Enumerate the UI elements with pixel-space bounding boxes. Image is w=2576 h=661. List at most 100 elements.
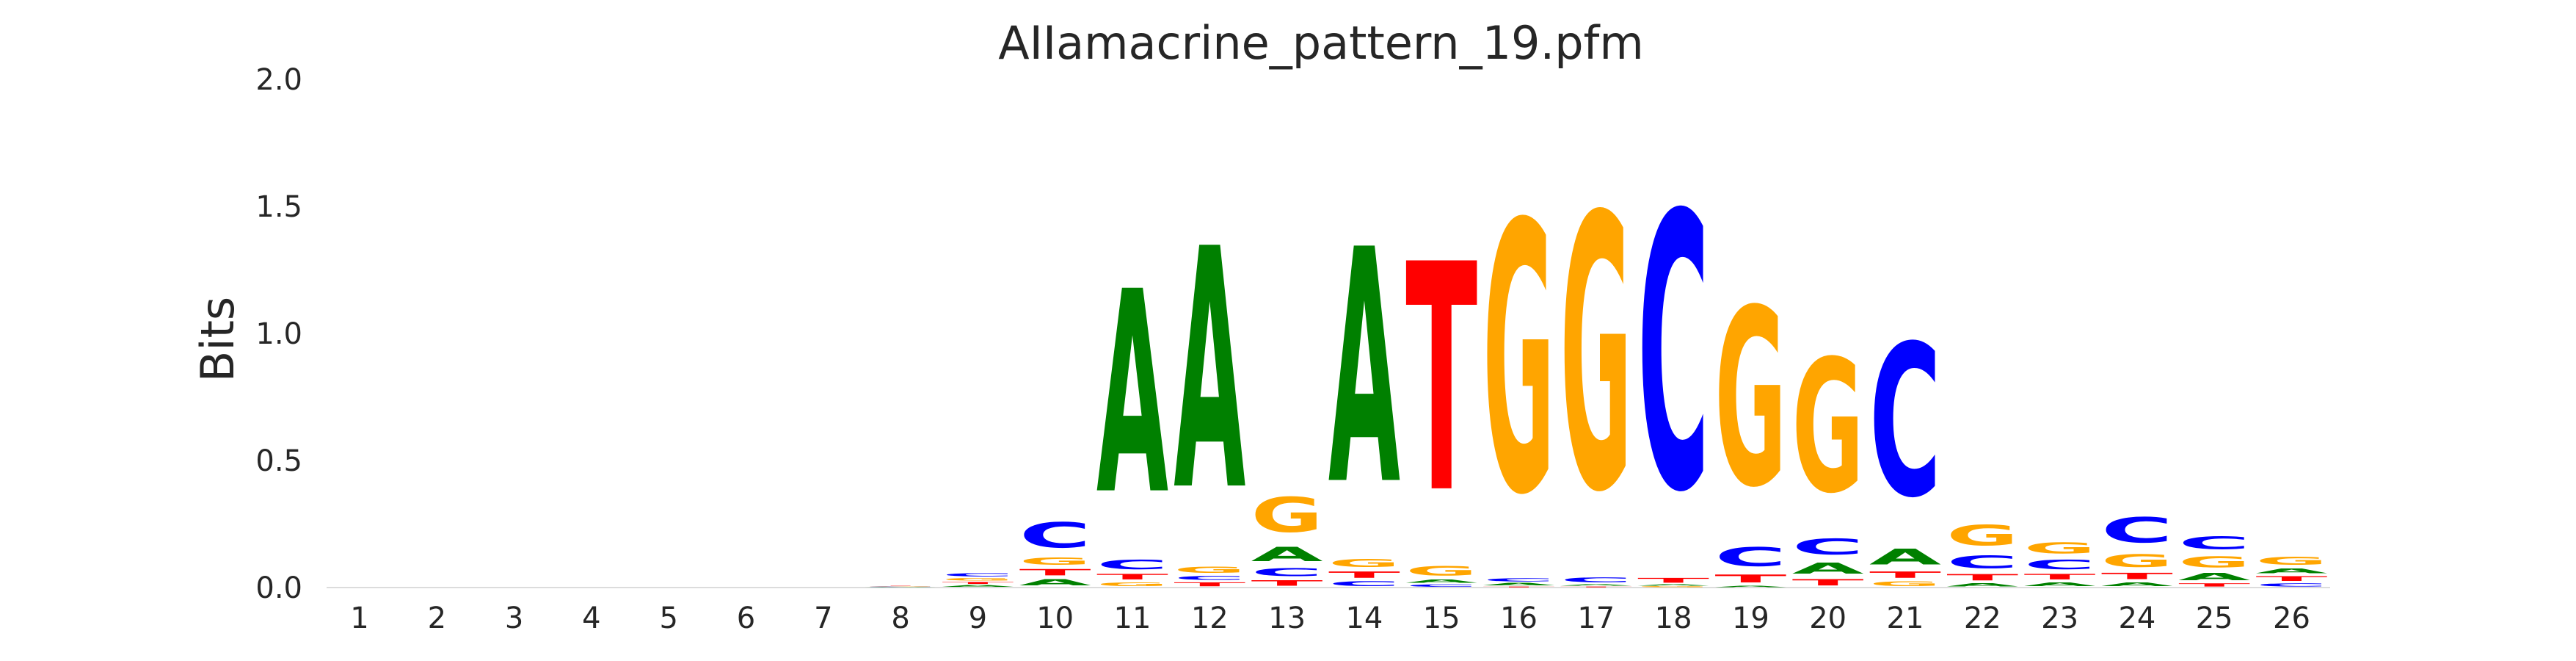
x-tick-label: 15 xyxy=(1423,602,1460,635)
logo-letter-G-pos-8: G xyxy=(865,586,936,587)
logo-letter-T-pos-18: T xyxy=(1637,577,1709,584)
x-tick-label: 11 xyxy=(1114,602,1151,635)
x-tick-label: 6 xyxy=(737,602,755,635)
logo-letter-A-pos-11: A xyxy=(1096,232,1169,556)
logo-letter-T-pos-17: T xyxy=(1560,586,1632,588)
logo-letter-T-pos-21: T xyxy=(1869,570,1941,580)
logo-letter-T-pos-12: T xyxy=(1174,581,1245,588)
logo-letter-G-pos-11: G xyxy=(1096,581,1168,588)
logo-letter-A-pos-10: A xyxy=(1019,577,1092,588)
x-tick-label: 9 xyxy=(969,602,987,635)
x-tick-label: 21 xyxy=(1887,602,1924,635)
logo-letter-A-pos-14: A xyxy=(1328,181,1401,555)
logo-letter-C-pos-9: C xyxy=(942,572,1014,577)
x-tick-label: 10 xyxy=(1036,602,1074,635)
logo-letter-T-pos-20: T xyxy=(1792,577,1864,588)
logo-letter-T-pos-25: T xyxy=(2178,582,2250,588)
logo-letter-C-pos-21: C xyxy=(1869,302,1941,544)
logo-letter-G-pos-23: G xyxy=(2024,539,2096,557)
x-tick-label: 20 xyxy=(1809,602,1847,635)
logo-letter-C-pos-23: C xyxy=(2024,557,2096,572)
logo-letter-G-pos-14: G xyxy=(1328,557,1400,570)
logo-letter-T-pos-24: T xyxy=(2101,571,2173,582)
logo-letter-T-pos-23: T xyxy=(2024,572,2096,581)
logo-letter-T-pos-9: T xyxy=(942,582,1014,585)
logo-letter-C-pos-13: C xyxy=(1251,566,1323,579)
y-tick-label: 1.5 xyxy=(255,190,302,224)
x-tick-label: 12 xyxy=(1191,602,1229,635)
logo-letter-A-pos-8: A xyxy=(865,587,936,588)
logo-letter-A-pos-18: A xyxy=(1637,585,1709,587)
logo-letter-C-pos-19: C xyxy=(1714,542,1786,572)
logo-letter-G-pos-21: G xyxy=(1869,580,1941,588)
logo-letter-G-pos-9: G xyxy=(942,577,1014,581)
logo-letter-C-pos-14: C xyxy=(1328,580,1400,588)
logo-letter-A-pos-15: A xyxy=(1405,579,1477,584)
y-axis-label: Bits xyxy=(191,297,244,382)
logo-letter-G-pos-19: G xyxy=(1714,258,1786,541)
x-tick-label: 16 xyxy=(1500,602,1538,635)
logo-letter-A-pos-26: A xyxy=(2256,567,2329,574)
x-tick-label: 3 xyxy=(505,602,523,635)
logo-letter-G-pos-16: G xyxy=(1483,147,1555,577)
y-tick-label: 2.0 xyxy=(255,63,302,97)
y-tick-label: 1.0 xyxy=(255,317,302,351)
chart-title: AIIamacrine_pattern_19.pfm xyxy=(998,16,1644,70)
logo-letter-A-pos-22: A xyxy=(1946,582,2018,588)
logo-letter-T-pos-26: T xyxy=(2256,575,2328,582)
logo-letter-T-pos-15: T xyxy=(1405,198,1478,563)
logo-letter-A-pos-12: A xyxy=(1174,178,1246,563)
logo-letter-G-pos-20: G xyxy=(1792,321,1864,533)
logo-letter-C-pos-20: C xyxy=(1792,534,1864,560)
x-tick-label: 2 xyxy=(428,602,446,635)
logo-letter-G-pos-24: G xyxy=(2101,551,2173,571)
logo-letter-C-pos-26: C xyxy=(2256,582,2328,588)
logo-letter-C-pos-10: C xyxy=(1019,515,1091,555)
logo-letter-G-pos-22: G xyxy=(1946,519,2018,552)
x-tick-label: 18 xyxy=(1655,602,1692,635)
logo-letter-T-pos-10: T xyxy=(1019,567,1091,577)
x-tick-label: 25 xyxy=(2196,602,2233,635)
logo-letter-A-pos-21: A xyxy=(1869,544,1941,569)
logo-letter-T-pos-11: T xyxy=(1096,572,1168,581)
y-axis-ticks: 0.0 0.5 1.0 1.5 2.0 xyxy=(255,63,302,605)
logo-letter-A-pos-19: A xyxy=(1714,585,1786,588)
x-tick-label: 4 xyxy=(582,602,600,635)
logo-letter-G-pos-13: G xyxy=(1251,488,1323,543)
logo-letter-A-pos-23: A xyxy=(2024,581,2096,588)
x-tick-label: 26 xyxy=(2273,602,2310,635)
logo-letter-A-pos-17: A xyxy=(1560,584,1632,586)
logo-letter-G-pos-15: G xyxy=(1405,563,1477,579)
logo-letter-A-pos-13: A xyxy=(1251,543,1323,566)
x-tick-label: 22 xyxy=(1964,602,2001,635)
logo-letter-A-pos-9: A xyxy=(942,585,1014,588)
x-tick-label: 23 xyxy=(2041,602,2078,635)
logo-letter-T-pos-8: T xyxy=(865,585,936,586)
logo-letter-C-pos-11: C xyxy=(1096,557,1168,572)
logo-letter-T-pos-19: T xyxy=(1714,572,1786,585)
logo-letter-C-pos-22: C xyxy=(1946,552,2018,573)
logo-letter-G-pos-17: G xyxy=(1560,137,1632,575)
logo-letter-T-pos-13: T xyxy=(1251,579,1323,588)
y-tick-label: 0.5 xyxy=(255,444,302,478)
x-tick-label: 19 xyxy=(1732,602,1769,635)
logo-letter-G-pos-26: G xyxy=(2256,555,2328,567)
logo-letter-C-pos-24: C xyxy=(2101,510,2173,551)
logo-letter-G-pos-18: G xyxy=(1637,586,1709,588)
logo-letter-A-pos-25: A xyxy=(2178,571,2250,583)
logo-letter-A-pos-16: A xyxy=(1483,582,1555,586)
logo-letter-C-pos-25: C xyxy=(2178,533,2250,554)
logo-letter-C-pos-8: C xyxy=(865,587,936,588)
x-tick-label: 1 xyxy=(350,602,368,635)
x-tick-label: 7 xyxy=(814,602,832,635)
x-tick-label: 8 xyxy=(891,602,909,635)
logo-letter-A-pos-20: A xyxy=(1792,560,1864,577)
y-tick-label: 0.0 xyxy=(255,571,302,605)
logo-letter-T-pos-14: T xyxy=(1328,570,1400,580)
x-tick-label: 13 xyxy=(1268,602,1306,635)
logo-letter-G-pos-12: G xyxy=(1174,565,1245,575)
x-axis-ticks: 1 2 3 4 5 6 7 8 9 10 11 12 13 14 15 16 17 18 19 20 21 22 23 24 2… xyxy=(350,602,2310,635)
x-tick-label: 14 xyxy=(1345,602,1383,635)
